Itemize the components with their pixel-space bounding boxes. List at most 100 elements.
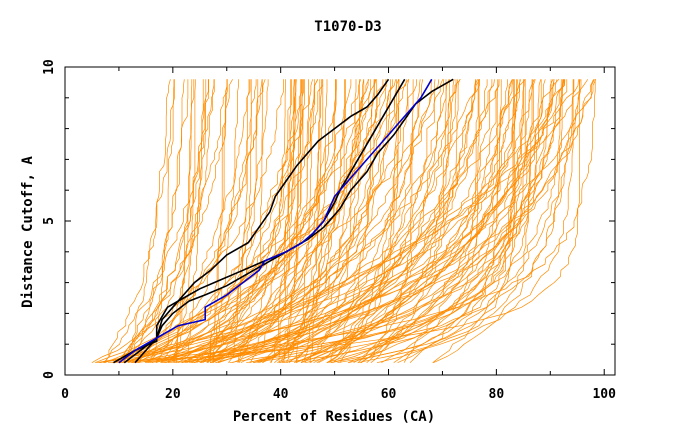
model-curve — [397, 79, 581, 364]
model-curve — [103, 79, 215, 363]
x-tick-label: 0 — [61, 387, 69, 402]
model-curve — [99, 79, 560, 364]
model-curve — [137, 79, 266, 363]
model-curve — [339, 79, 440, 363]
model-curve — [103, 79, 433, 364]
y-tick-label: 10 — [42, 59, 57, 75]
model-curve — [332, 79, 421, 363]
model-curve — [269, 79, 292, 363]
model-curve — [232, 79, 336, 364]
model-curve — [209, 79, 597, 364]
model-curve — [137, 79, 493, 364]
model-curve — [193, 79, 302, 364]
model-curve — [149, 79, 400, 364]
model-curve — [147, 79, 313, 363]
model-curve — [249, 79, 478, 364]
model-curve — [288, 79, 459, 363]
model-curve — [361, 79, 514, 363]
model-curve — [393, 79, 542, 363]
model-curve — [309, 79, 328, 363]
model-curve — [128, 79, 396, 364]
model-curve — [274, 79, 394, 363]
model-curve — [191, 79, 362, 363]
model-curves — [91, 79, 597, 364]
model-curve — [114, 79, 444, 364]
model-curve — [194, 79, 558, 364]
model-curve — [118, 79, 596, 364]
model-curve — [186, 79, 480, 363]
model-curve — [357, 79, 533, 364]
y-tick-labels: 0 5 10 — [42, 59, 57, 379]
model-curve — [104, 79, 175, 363]
model-curve — [123, 79, 215, 363]
model-curve — [229, 79, 479, 364]
model-curve — [237, 79, 304, 363]
x-tick-label: 100 — [592, 387, 616, 402]
model-curve — [210, 79, 228, 363]
model-curve — [181, 79, 526, 364]
model-curve — [295, 79, 508, 364]
model-curve — [304, 79, 450, 363]
model-curve — [155, 79, 209, 363]
model-curve — [162, 79, 582, 364]
model-curve — [122, 79, 207, 363]
model-curve — [217, 79, 477, 364]
model-curve — [137, 79, 297, 363]
model-curve — [177, 79, 286, 363]
model-curve — [433, 79, 575, 364]
model-curve — [381, 79, 565, 363]
model-curve — [123, 79, 171, 363]
model-curve — [181, 79, 519, 364]
model-curve — [347, 79, 568, 364]
model-curve — [164, 79, 461, 364]
x-tick-labels: 0 20 40 60 80 100 — [61, 387, 616, 402]
chart-title: T1070-D3 — [314, 19, 381, 35]
model-curve — [210, 79, 322, 364]
model-curve — [327, 79, 457, 363]
model-curve — [432, 79, 542, 363]
model-curve — [112, 79, 319, 364]
highlighted-curves — [113, 78, 454, 364]
model-curve — [285, 79, 376, 363]
model-curve — [294, 79, 410, 363]
axis-ticks — [64, 66, 615, 376]
model-curve — [370, 79, 451, 363]
model-curve — [353, 79, 414, 364]
model-curve — [282, 79, 515, 364]
model-curve — [127, 79, 185, 363]
model-curve — [277, 79, 321, 364]
y-axis-label: Distance Cutoff, A — [20, 156, 36, 308]
model-curve — [300, 79, 324, 363]
model-curve — [213, 79, 239, 363]
model-curve — [119, 79, 233, 363]
model-curve — [200, 79, 269, 363]
model-curve — [176, 79, 196, 363]
model-curve — [253, 79, 500, 364]
model-curve — [357, 79, 546, 363]
model-curve — [331, 79, 480, 364]
model-curve — [115, 79, 228, 363]
highlight-curve-3 — [123, 78, 390, 364]
model-curve — [91, 79, 284, 364]
model-curve — [376, 79, 574, 364]
model-curve — [168, 79, 525, 364]
model-curve — [117, 79, 210, 363]
model-curve — [218, 79, 423, 364]
model-curve — [281, 79, 305, 363]
model-curve — [253, 79, 563, 364]
x-axis-label: Percent of Residues (CA) — [233, 409, 435, 425]
x-tick-label: 40 — [273, 387, 289, 402]
model-curve — [133, 79, 338, 364]
model-curve — [228, 79, 250, 363]
x-tick-label: 20 — [165, 387, 181, 402]
model-curve — [144, 79, 336, 364]
model-curve — [328, 79, 477, 363]
model-curve — [215, 79, 455, 364]
model-curve — [173, 79, 195, 363]
model-curve — [166, 79, 323, 363]
x-tick-label: 60 — [381, 387, 397, 402]
y-tick-label: 0 — [42, 371, 57, 379]
model-curve — [246, 79, 564, 364]
model-curve — [278, 79, 295, 363]
